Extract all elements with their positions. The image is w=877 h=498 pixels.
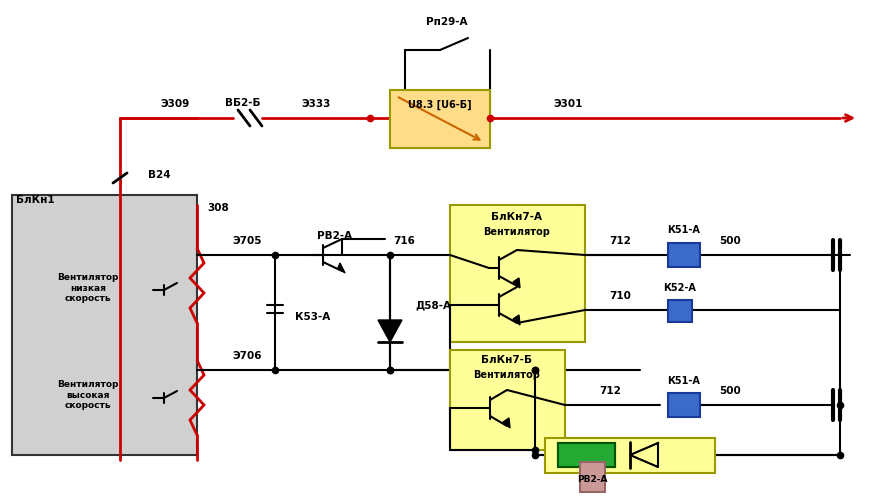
Text: Вентилятор
высокая
скорость: Вентилятор высокая скорость (57, 380, 118, 410)
Text: Э309: Э309 (160, 99, 189, 109)
Text: 500: 500 (719, 386, 741, 396)
Text: Вентилятор
низкая
скорость: Вентилятор низкая скорость (57, 273, 118, 303)
Bar (450, 205, 585, 342)
Text: Вентилятор: Вентилятор (483, 227, 551, 237)
Bar (545, 438, 715, 473)
Text: БлКн7-А: БлКн7-А (491, 212, 543, 222)
Text: 710: 710 (609, 291, 631, 301)
Bar (390, 90, 490, 148)
Polygon shape (338, 263, 345, 273)
Polygon shape (513, 278, 520, 288)
Text: Э705: Э705 (232, 236, 261, 246)
Polygon shape (503, 418, 510, 428)
Text: Рп29-А: Рп29-А (426, 17, 467, 27)
Polygon shape (630, 443, 658, 467)
Text: К51-А: К51-А (667, 225, 701, 235)
Bar (558, 443, 615, 467)
Text: К52-А: К52-А (664, 283, 696, 293)
Text: Э706: Э706 (232, 351, 261, 361)
Text: Д58-А: Д58-А (415, 300, 451, 310)
Bar (558, 443, 615, 467)
Bar (450, 350, 565, 450)
Text: 500: 500 (719, 236, 741, 246)
Polygon shape (378, 320, 402, 342)
Text: U8.3 [U6-Б]: U8.3 [U6-Б] (408, 100, 472, 110)
Text: РВ2-А: РВ2-А (577, 476, 607, 485)
Text: Э333: Э333 (302, 99, 331, 109)
Text: К53-А: К53-А (295, 312, 331, 322)
Polygon shape (513, 315, 520, 325)
Text: Вентилятор: Вентилятор (474, 370, 540, 380)
Text: В24: В24 (148, 170, 171, 180)
Bar (668, 300, 692, 322)
Text: РВ2-А: РВ2-А (317, 231, 353, 241)
Text: Э301: Э301 (553, 99, 582, 109)
Text: 712: 712 (599, 386, 621, 396)
Text: БлКн7-Б: БлКн7-Б (481, 355, 532, 365)
Text: ВБ2-Б: ВБ2-Б (225, 98, 260, 108)
Text: БлКн1: БлКн1 (16, 195, 54, 205)
Text: 716: 716 (393, 236, 415, 246)
Text: 712: 712 (609, 236, 631, 246)
Bar (580, 462, 605, 492)
Bar (12, 195, 197, 455)
Text: 308: 308 (207, 203, 229, 213)
Bar (668, 393, 700, 417)
Bar (668, 243, 700, 267)
Text: К51-А: К51-А (667, 376, 701, 386)
